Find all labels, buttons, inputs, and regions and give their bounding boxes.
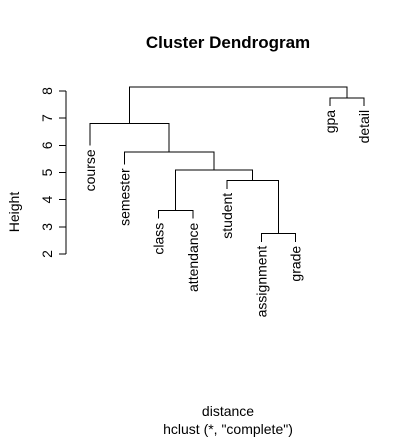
merge-link-1 [158, 210, 194, 219]
leaf-label-detail: detail [356, 110, 372, 143]
y-tick-label-6: 6 [39, 141, 55, 149]
y-tick-label-3: 3 [39, 223, 55, 231]
method-subtitle: hclust (*, "complete") [163, 421, 293, 437]
y-tick-label-7: 7 [39, 114, 55, 122]
leaf-label-course: course [82, 149, 98, 191]
merge-link-8 [129, 86, 348, 124]
merge-link-4 [175, 169, 254, 211]
leaf-label-student: student [219, 193, 235, 239]
leaf-labels: course semester class attendance student assi… [82, 110, 372, 318]
leaf-label-class: class [151, 223, 167, 255]
leaf-label-gpa: gpa [322, 110, 338, 134]
chart-title: Cluster Dendrogram [146, 33, 310, 52]
merge-link-2 [260, 233, 296, 242]
x-axis-label: distance [202, 403, 254, 419]
y-axis: 2 3 4 5 6 7 8 [39, 87, 67, 258]
y-tick-label-2: 2 [39, 250, 55, 258]
leaf-label-grade: grade [288, 246, 304, 282]
merge-link-5 [123, 151, 215, 170]
y-axis-label: Height [6, 192, 22, 233]
y-tick-label-8: 8 [39, 87, 55, 95]
y-tick-label-4: 4 [39, 196, 55, 204]
y-tick-label-5: 5 [39, 168, 55, 176]
leaf-label-attendance: attendance [185, 222, 201, 291]
merge-link-7 [329, 97, 365, 106]
leaf-label-assignment: assignment [253, 246, 269, 318]
merge-link-6 [89, 123, 170, 153]
leaf-label-semester: semester [116, 168, 132, 226]
dendrogram-links [89, 86, 365, 242]
